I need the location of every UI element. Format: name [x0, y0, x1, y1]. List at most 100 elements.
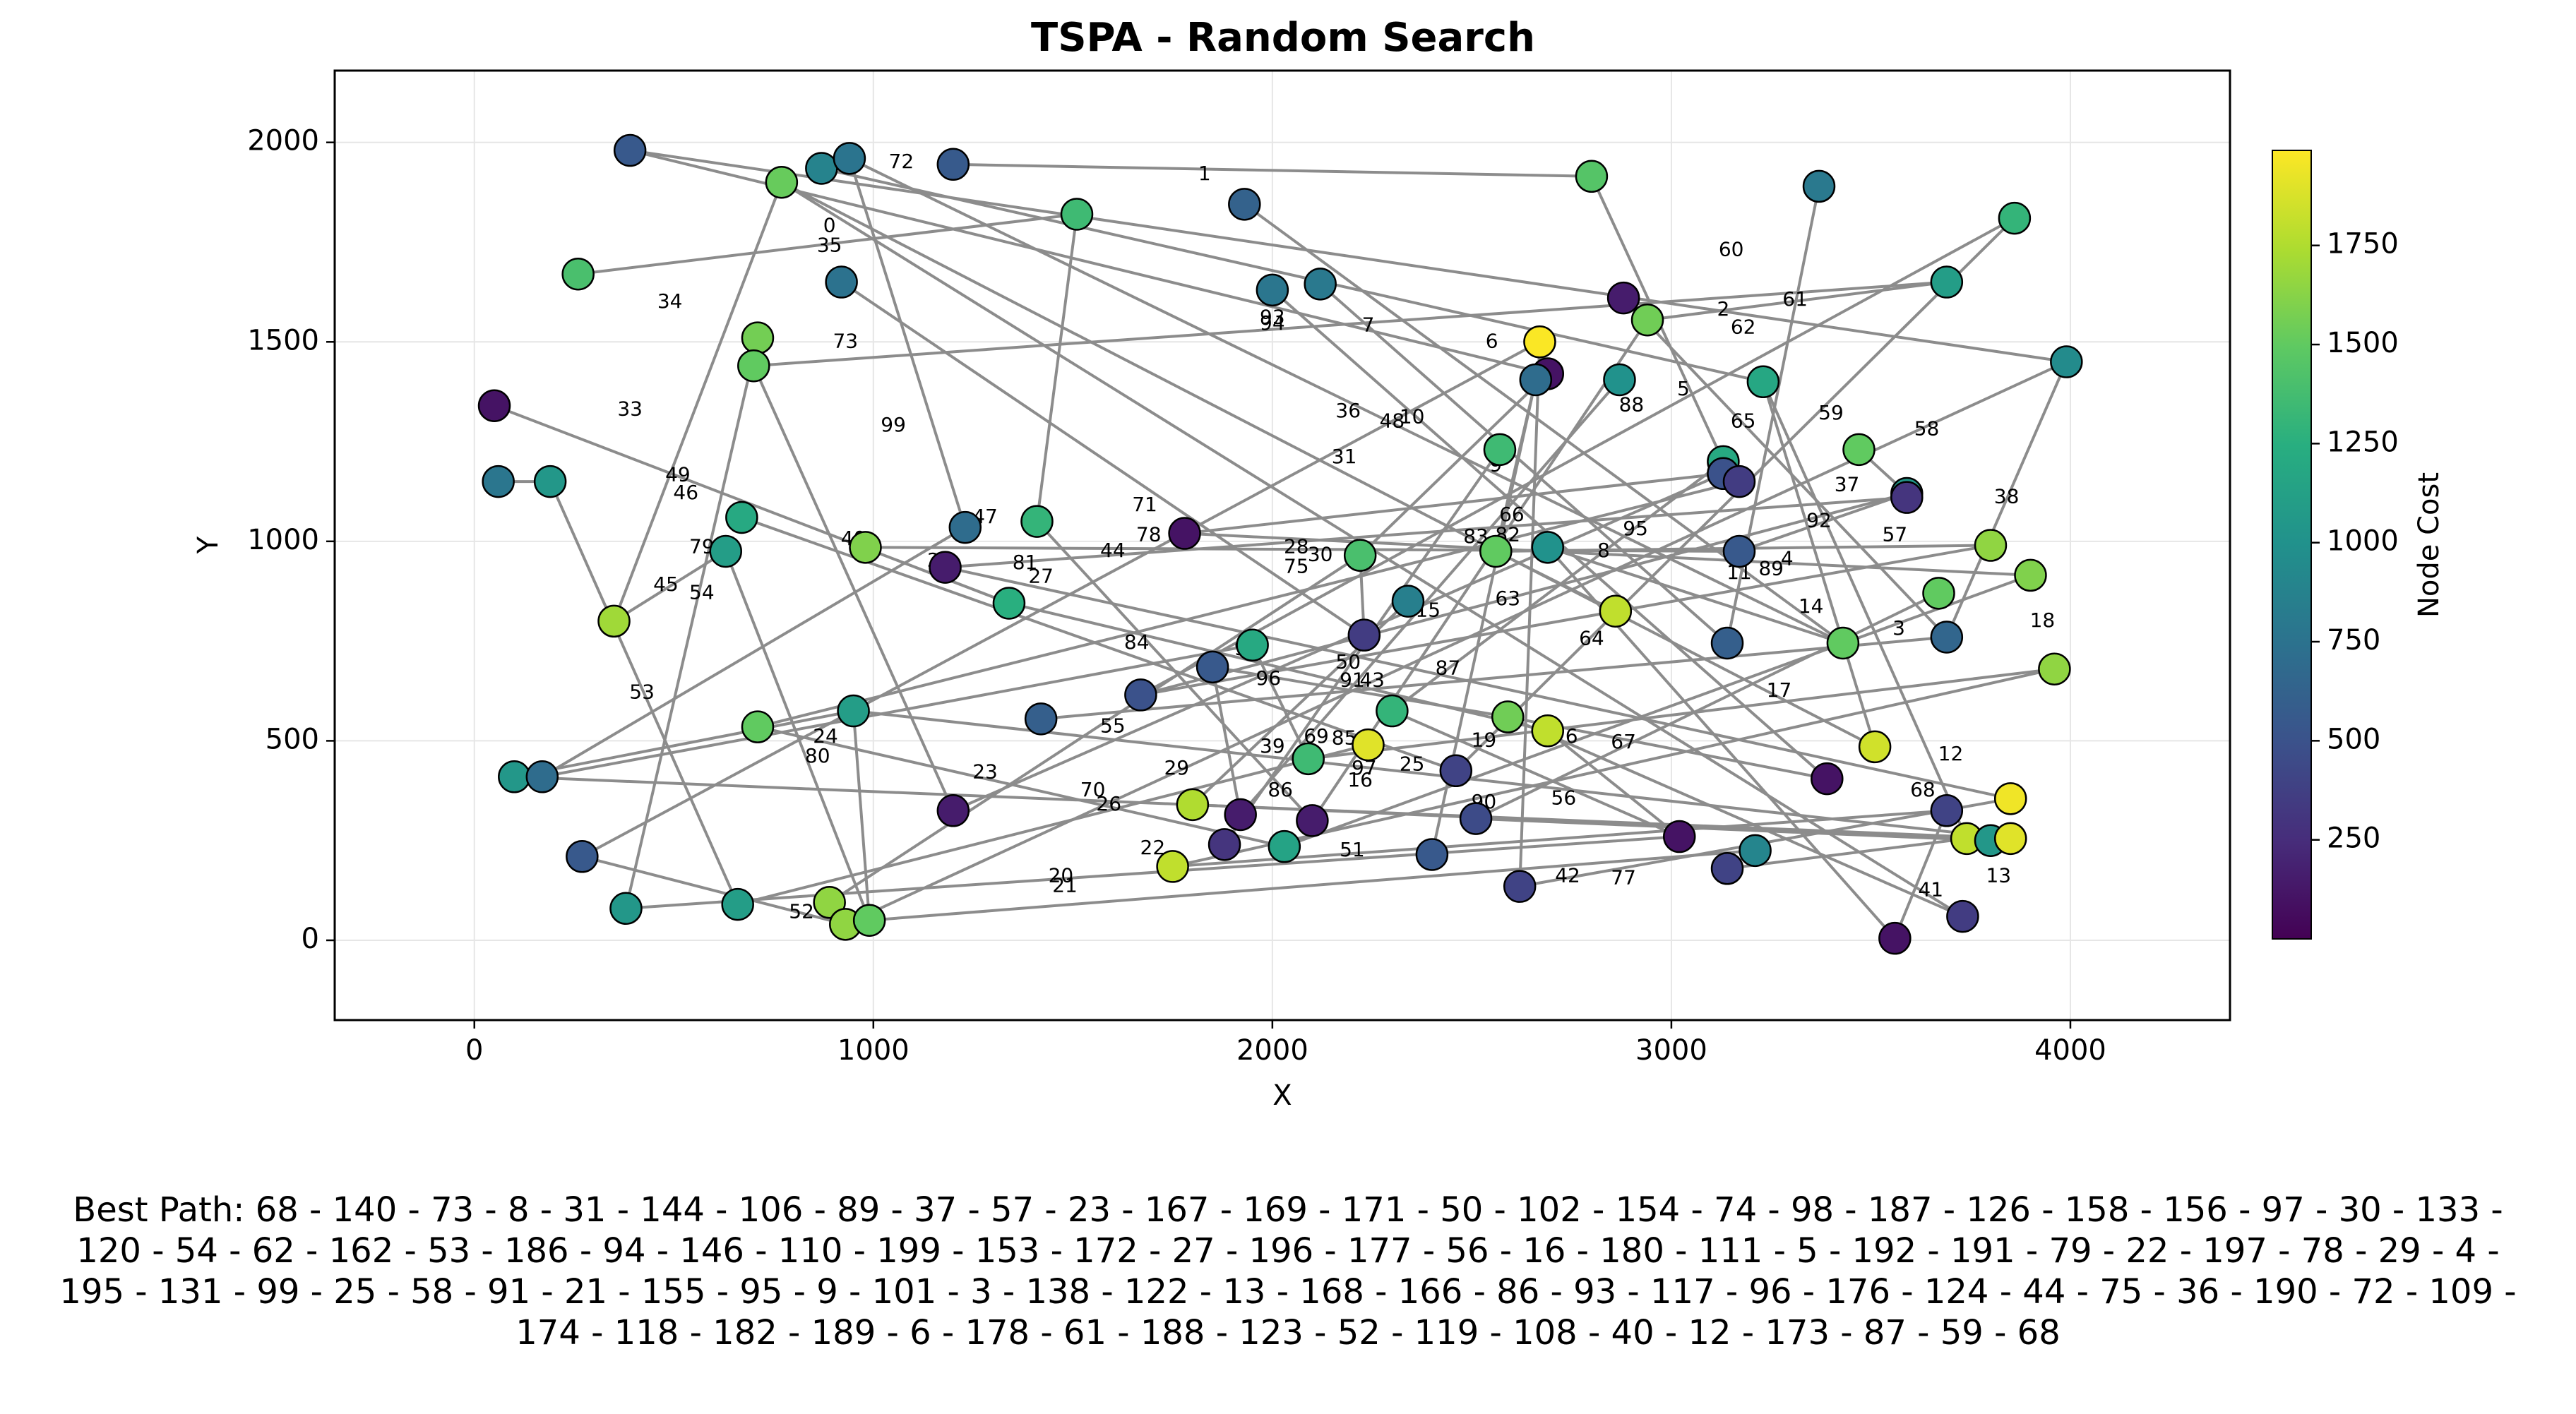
node-point: [1439, 754, 1473, 788]
path-label: 10: [1400, 405, 1425, 429]
path-label: 95: [1623, 517, 1648, 540]
node-point: [1224, 798, 1257, 832]
node-point: [825, 265, 858, 299]
path-edge: [626, 835, 1680, 910]
node-point: [1479, 534, 1513, 568]
node-point: [2038, 652, 2071, 685]
node-point: [1292, 742, 1325, 776]
path-label: 21: [1052, 874, 1078, 897]
path-label: 42: [1555, 864, 1580, 887]
node-point: [765, 165, 799, 199]
path-label: 84: [1124, 630, 1150, 654]
node-point: [852, 904, 886, 937]
node-point: [992, 587, 1026, 620]
path-edge: [1172, 809, 1947, 868]
path-label: 56: [1551, 786, 1577, 809]
path-label: 27: [1028, 565, 1054, 588]
node-point: [1710, 852, 1744, 885]
colorbar-tick-label: 750: [2327, 624, 2380, 657]
node-point: [1503, 870, 1537, 903]
node-point: [1930, 794, 1964, 827]
node-point: [1826, 626, 1860, 660]
path-label: 59: [1818, 401, 1844, 424]
caption-line: Best Path: 68 - 140 - 73 - 8 - 31 - 144 …: [73, 1190, 2503, 1230]
x-tick-label: 4000: [2034, 1034, 2106, 1067]
node-point: [709, 534, 743, 568]
node-point: [1347, 618, 1381, 652]
colorbar-label: Node Cost: [2413, 472, 2445, 618]
node-point: [1523, 325, 1556, 359]
node-point: [1124, 678, 1157, 712]
path-label: 31: [1332, 445, 1357, 468]
node-point: [1531, 714, 1565, 748]
path-edge: [757, 725, 1285, 849]
node-point: [1998, 201, 2032, 235]
path-label: 80: [805, 744, 830, 767]
node-point: [833, 142, 866, 175]
node-point: [837, 694, 870, 728]
path-edge: [1035, 214, 1078, 522]
node-point: [597, 604, 631, 638]
path-edge: [1184, 472, 1724, 535]
node-point: [1606, 281, 1640, 315]
path-edge: [549, 481, 739, 905]
path-label: 68: [1910, 778, 1936, 801]
node-point: [613, 133, 647, 167]
node-point: [1974, 529, 2008, 562]
path-edge: [1475, 817, 1991, 842]
path-edge: [1040, 635, 1947, 721]
path-label: 60: [1719, 237, 1744, 260]
path-label: 23: [972, 760, 998, 784]
node-point: [1519, 363, 1553, 397]
colorbar-tick-label: 1500: [2327, 327, 2399, 359]
path-label: 54: [689, 580, 715, 604]
node-point: [566, 840, 599, 873]
path-label: 38: [1994, 485, 2020, 508]
path-label: 48: [1380, 409, 1405, 432]
y-axis: 0 500 1000 1500 2000: [247, 125, 335, 955]
node-point: [1208, 828, 1241, 861]
node-point: [721, 887, 754, 921]
path-label: 63: [1495, 587, 1520, 610]
path-label: 44: [1100, 539, 1126, 562]
path-edge: [1359, 373, 1549, 557]
path-label: 16: [1347, 768, 1373, 791]
path-edge: [840, 280, 1365, 637]
y-tick-label: 500: [266, 723, 319, 755]
node-point: [1842, 433, 1876, 467]
path-label: 34: [657, 289, 683, 313]
x-tick-label: 2000: [1236, 1034, 1308, 1067]
path-edge: [1140, 217, 2015, 697]
path-edge: [953, 162, 1592, 178]
node-point: [948, 510, 982, 544]
path-label: 3: [1892, 616, 1905, 640]
path-label: 30: [1308, 543, 1333, 566]
path-edge: [737, 743, 1368, 906]
path-edge: [613, 550, 727, 623]
colorbar-gradient: [2272, 150, 2312, 940]
path-label: 7: [1362, 313, 1375, 337]
path-edge: [1547, 546, 1844, 645]
best-path-caption: Best Path: 68 - 140 - 73 - 8 - 31 - 144 …: [0, 1190, 2576, 1353]
node-point: [1376, 694, 1409, 728]
node-point: [1060, 198, 1094, 231]
path-edge: [1647, 280, 1948, 322]
path-edge: [1495, 550, 1616, 613]
node-point: [1993, 822, 2027, 856]
node-point: [1024, 702, 1058, 736]
path-edge: [542, 643, 1253, 779]
path-label: 17: [1767, 678, 1792, 702]
y-axis-label: Y: [192, 536, 225, 554]
colorbar-tick-label: 500: [2327, 723, 2380, 755]
path-label: 37: [1835, 473, 1860, 496]
path-edge: [757, 480, 1740, 729]
node-point: [1746, 365, 1780, 399]
node-point: [1168, 517, 1201, 550]
path-label: 81: [1013, 551, 1038, 574]
x-axis: 0 1000 2000 3000 4000: [465, 1020, 2106, 1067]
node-point: [1739, 834, 1772, 868]
path-label: 88: [1619, 393, 1645, 417]
caption-line: 120 - 54 - 62 - 162 - 53 - 186 - 94 - 14…: [76, 1231, 2500, 1271]
node-point: [737, 349, 770, 383]
